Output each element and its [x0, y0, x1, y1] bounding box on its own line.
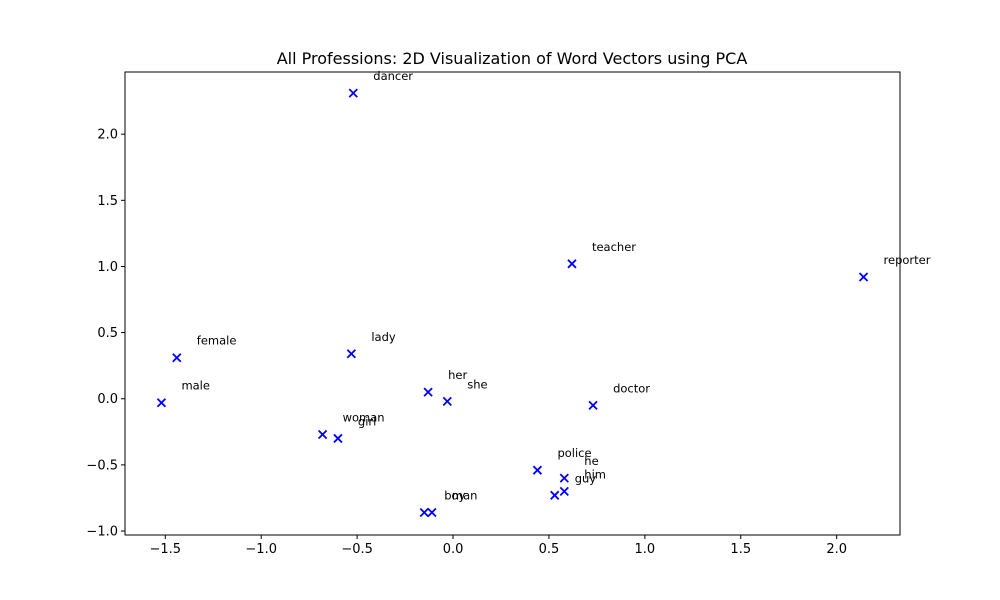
plot-area [124, 71, 901, 536]
y-tick-label: 0.5 [97, 326, 118, 341]
point-label-her: her [448, 368, 467, 382]
y-tick-label: −1.0 [86, 525, 118, 540]
point-marker-teacher [567, 259, 577, 269]
point-label-man: man [452, 489, 478, 503]
point-label-woman: woman [343, 410, 385, 424]
chart-title: All Professions: 2D Visualization of Wor… [277, 49, 748, 68]
point-label-she: she [467, 377, 487, 391]
y-tick-label: 1.0 [97, 260, 118, 275]
data-points [156, 88, 869, 518]
x-tick-label: 0.0 [443, 542, 464, 557]
point-marker-guy [550, 490, 560, 500]
y-tick-label: 2.0 [97, 128, 118, 143]
point-labels: dancer teacher reporter female lady male hersh… [181, 69, 930, 502]
point-marker-her [423, 387, 433, 397]
point-label-him: him [584, 467, 606, 481]
point-label-teacher: teacher [592, 240, 636, 254]
x-axis: −1.5 −1.0 −0.5 0.0 0.5 1.0 1.5 2.0 [149, 535, 847, 557]
y-tick-label: −0.5 [86, 458, 118, 473]
point-marker-doctor [588, 400, 598, 410]
point-label-reporter: reporter [884, 253, 931, 267]
point-label-male: male [181, 379, 210, 393]
point-label-boy: boy [444, 489, 465, 503]
point-label-doctor: doctor [613, 381, 650, 395]
point-label-guy: guy [575, 471, 597, 485]
point-label-girl: girl [358, 414, 376, 428]
point-label-dancer: dancer [373, 69, 413, 83]
x-tick-label: −0.5 [341, 542, 373, 557]
point-marker-him [559, 486, 569, 496]
point-marker-lady [346, 349, 356, 359]
point-marker-boy [419, 507, 429, 518]
point-label-he: he [584, 454, 598, 468]
point-marker-female [172, 353, 182, 363]
point-label-police: police [557, 446, 591, 460]
y-tick-label: 1.5 [97, 194, 118, 209]
point-marker-reporter [858, 272, 869, 282]
x-tick-label: 1.5 [730, 542, 751, 557]
point-marker-woman [317, 429, 328, 440]
y-axis: −1.0 −0.5 0.0 0.5 1.0 1.5 2.0 [86, 128, 125, 540]
point-marker-he [559, 473, 569, 483]
point-label-female: female [197, 334, 237, 348]
x-tick-label: 2.0 [826, 542, 847, 557]
x-tick-label: 1.0 [635, 542, 656, 557]
point-marker-she [442, 396, 452, 407]
x-tick-label: −1.5 [149, 542, 181, 557]
point-marker-girl [333, 433, 343, 444]
point-marker-dancer [348, 88, 358, 98]
x-tick-label: 0.5 [539, 542, 560, 557]
y-tick-label: 0.0 [97, 392, 118, 407]
point-marker-police [532, 465, 543, 475]
point-marker-male [156, 398, 167, 408]
point-marker-man [427, 507, 437, 518]
point-label-lady: lady [371, 330, 396, 344]
x-tick-label: −1.0 [245, 542, 277, 557]
